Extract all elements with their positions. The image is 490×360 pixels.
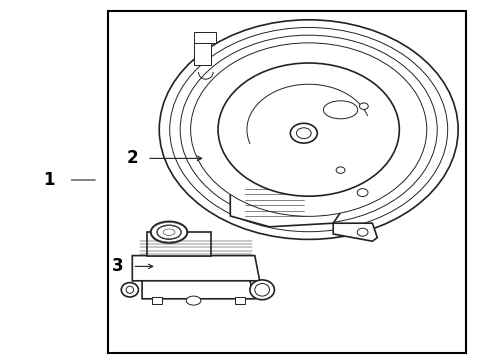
Text: 3: 3 bbox=[112, 257, 123, 275]
Ellipse shape bbox=[126, 286, 133, 293]
Polygon shape bbox=[142, 281, 255, 299]
Ellipse shape bbox=[122, 283, 138, 297]
Ellipse shape bbox=[218, 63, 399, 196]
Ellipse shape bbox=[255, 284, 270, 296]
Polygon shape bbox=[260, 162, 294, 184]
Ellipse shape bbox=[290, 123, 318, 143]
Polygon shape bbox=[333, 223, 377, 241]
Ellipse shape bbox=[159, 20, 458, 239]
Ellipse shape bbox=[186, 296, 201, 305]
Ellipse shape bbox=[357, 228, 368, 236]
Bar bbox=[108, 11, 466, 353]
Bar bbox=[194, 43, 211, 65]
Ellipse shape bbox=[151, 221, 187, 243]
Ellipse shape bbox=[323, 101, 358, 119]
Polygon shape bbox=[132, 256, 260, 281]
Ellipse shape bbox=[357, 189, 368, 197]
Ellipse shape bbox=[170, 27, 448, 232]
Bar bbox=[152, 297, 162, 304]
Bar bbox=[194, 32, 216, 43]
Text: 1: 1 bbox=[43, 171, 55, 189]
Ellipse shape bbox=[180, 35, 437, 224]
Polygon shape bbox=[230, 184, 348, 227]
Ellipse shape bbox=[250, 280, 274, 300]
Bar bbox=[235, 297, 245, 304]
FancyBboxPatch shape bbox=[147, 232, 211, 256]
Text: 2: 2 bbox=[126, 149, 138, 167]
Polygon shape bbox=[333, 184, 377, 202]
Ellipse shape bbox=[157, 225, 181, 239]
Ellipse shape bbox=[296, 128, 311, 139]
Ellipse shape bbox=[336, 167, 345, 174]
Ellipse shape bbox=[191, 43, 427, 216]
Ellipse shape bbox=[360, 103, 368, 109]
